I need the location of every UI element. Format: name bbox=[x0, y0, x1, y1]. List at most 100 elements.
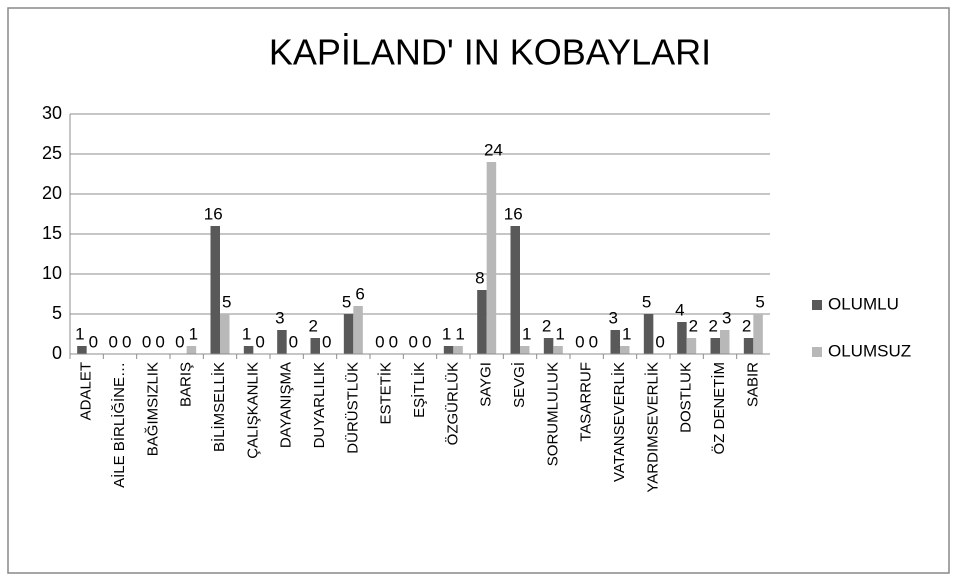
bar bbox=[710, 338, 720, 354]
x-tick-label: YARDIMSEVERLİK bbox=[643, 362, 661, 493]
x-tick-label: SEVGİ bbox=[510, 362, 528, 408]
bar bbox=[553, 346, 563, 354]
data-label: 0 bbox=[289, 332, 298, 351]
data-label: 3 bbox=[722, 308, 731, 327]
data-label: 1 bbox=[242, 324, 251, 343]
bar bbox=[686, 338, 697, 354]
data-label: 2 bbox=[542, 316, 551, 335]
data-label: 6 bbox=[355, 284, 364, 303]
data-label: 0 bbox=[322, 332, 331, 351]
x-tick-label: SORUMLULUK bbox=[544, 362, 561, 466]
data-label: 2 bbox=[309, 316, 318, 335]
data-label: 1 bbox=[555, 324, 564, 343]
x-tick-label: ESTETİK bbox=[377, 362, 395, 425]
data-label: 2 bbox=[742, 316, 751, 335]
x-tick-label: DUYARLILIK bbox=[311, 362, 328, 448]
data-label: 8 bbox=[475, 268, 484, 287]
x-tick-label: SAYGI bbox=[478, 362, 495, 407]
data-label: 0 bbox=[375, 332, 384, 351]
x-tick-label: AİLE BİRLİĞİNE… bbox=[110, 362, 128, 488]
bar bbox=[243, 346, 254, 354]
x-tick-label: ADALET bbox=[78, 362, 95, 420]
data-label: 16 bbox=[204, 204, 223, 223]
bar bbox=[343, 314, 354, 354]
bar bbox=[520, 346, 530, 354]
bar bbox=[310, 338, 320, 354]
x-tick-label: SABIR bbox=[744, 362, 761, 407]
bar bbox=[186, 346, 197, 354]
data-label: 1 bbox=[455, 324, 464, 343]
data-label: 0 bbox=[122, 332, 131, 351]
bar bbox=[220, 314, 230, 354]
y-tick-label: 5 bbox=[52, 303, 62, 323]
legend-label: OLUMLU bbox=[828, 294, 899, 313]
data-label: 24 bbox=[484, 140, 503, 159]
data-label: 0 bbox=[175, 332, 184, 351]
data-label: 0 bbox=[589, 332, 598, 351]
chart-title: KAPİLAND' IN KOBAYLARI bbox=[269, 32, 711, 73]
legend-swatch bbox=[812, 347, 822, 357]
data-label: 0 bbox=[422, 332, 431, 351]
bar bbox=[720, 330, 730, 354]
data-label: 1 bbox=[75, 324, 84, 343]
data-label: 0 bbox=[655, 332, 664, 351]
data-label: 0 bbox=[155, 332, 164, 351]
data-label: 5 bbox=[342, 292, 351, 311]
x-tick-label: BARIŞ bbox=[178, 362, 195, 407]
data-label: 0 bbox=[142, 332, 151, 351]
x-tick-label: BİLİMSELLİK bbox=[210, 362, 228, 452]
x-tick-label: VATANSEVERLİK bbox=[610, 362, 628, 482]
x-tick-label: BAĞIMSIZLIK bbox=[144, 362, 161, 456]
x-tick-label: DÜRÜSTLÜK bbox=[343, 362, 361, 454]
data-label: 1 bbox=[622, 324, 631, 343]
bar bbox=[277, 330, 287, 354]
x-tick-label: EŞİTLİK bbox=[410, 362, 428, 418]
data-label: 0 bbox=[409, 332, 418, 351]
data-label: 0 bbox=[255, 332, 264, 351]
data-label: 5 bbox=[642, 292, 651, 311]
data-label: 0 bbox=[389, 332, 398, 351]
x-tick-label: ÖZ DENETİM bbox=[710, 362, 728, 455]
x-tick-label: ÇALIŞKANLIK bbox=[244, 362, 261, 459]
x-tick-label: TASARRUF bbox=[578, 362, 595, 442]
bar bbox=[643, 314, 654, 354]
bar bbox=[753, 314, 763, 354]
bar bbox=[543, 338, 554, 354]
y-tick-label: 25 bbox=[42, 143, 62, 163]
bar bbox=[510, 226, 520, 354]
bar bbox=[486, 162, 497, 354]
data-label: 0 bbox=[109, 332, 118, 351]
bar bbox=[620, 346, 630, 354]
bar bbox=[743, 338, 754, 354]
bar bbox=[477, 290, 487, 354]
bar bbox=[443, 346, 454, 354]
bar bbox=[210, 226, 220, 354]
data-label: 3 bbox=[275, 308, 284, 327]
x-tick-label: DOSTLUK bbox=[678, 362, 695, 433]
y-tick-label: 0 bbox=[52, 343, 62, 363]
bar bbox=[610, 330, 620, 354]
data-label: 1 bbox=[442, 324, 451, 343]
data-label: 0 bbox=[89, 332, 98, 351]
data-label: 4 bbox=[675, 300, 684, 319]
legend-swatch bbox=[812, 300, 822, 310]
x-tick-label: DAYANIŞMA bbox=[278, 362, 295, 448]
y-tick-label: 15 bbox=[42, 223, 62, 243]
data-label: 1 bbox=[522, 324, 531, 343]
data-label: 3 bbox=[609, 308, 618, 327]
data-label: 5 bbox=[222, 292, 231, 311]
data-label: 0 bbox=[575, 332, 584, 351]
data-label: 16 bbox=[504, 204, 523, 223]
x-tick-label: ÖZGÜRLÜK bbox=[443, 362, 461, 445]
bar bbox=[677, 322, 687, 354]
data-label: 2 bbox=[709, 316, 718, 335]
bar bbox=[453, 346, 463, 354]
legend-label: OLUMSUZ bbox=[828, 341, 911, 360]
bar bbox=[353, 306, 363, 354]
data-label: 1 bbox=[189, 324, 198, 343]
bar bbox=[77, 346, 87, 354]
y-tick-label: 20 bbox=[42, 183, 62, 203]
data-label: 5 bbox=[755, 292, 764, 311]
y-tick-label: 30 bbox=[42, 103, 62, 123]
